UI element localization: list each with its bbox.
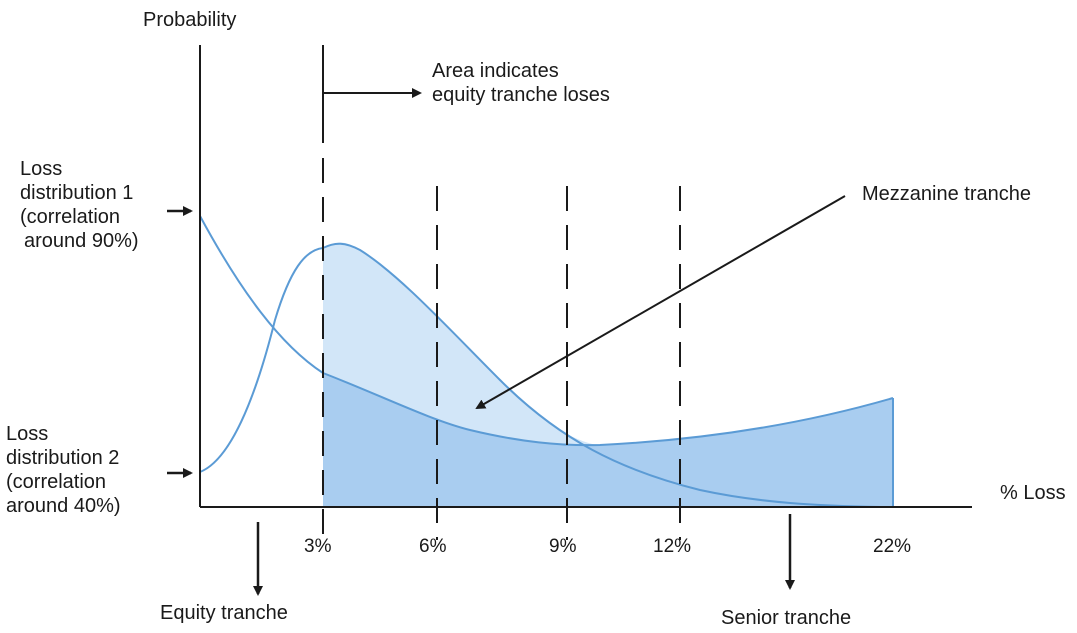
tick-label-3: 3% [304,536,332,557]
tick-label-6: 6% [419,536,447,557]
tick-label-22: 22% [873,536,912,557]
distribution-2-loss-area [323,242,597,446]
equity-tranche-label: Equity tranche [160,602,288,624]
tick-label-9: 9% [549,536,577,557]
distribution-1-curve [199,215,894,447]
distribution-2-curve [199,242,881,508]
senior-tranche-label: Senior tranche [721,607,852,629]
distribution-1-loss-area [323,373,893,507]
distribution-1-label: Loss distribution 1 (correlation around … [20,158,139,252]
y-axis-label: Probability [143,9,237,31]
area-note-label: Area indicates equity tranche loses [432,60,610,106]
distribution-2-label: Loss distribution 2 (correlation around … [6,423,121,517]
x-axis-label: % Loss [1000,482,1066,504]
mezzanine-tranche-label: Mezzanine tranche [862,183,1031,205]
tick-label-12: 12% [653,536,692,557]
mezzanine-pointer-arrow [475,195,846,409]
